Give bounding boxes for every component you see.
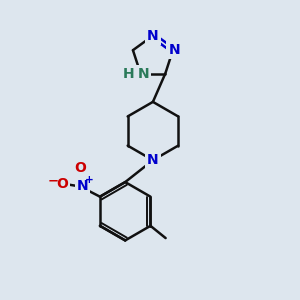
Text: H: H [122,67,134,81]
Text: −: − [48,174,59,187]
Text: +: + [85,175,94,185]
Text: O: O [74,161,86,176]
Text: N: N [76,179,88,194]
Text: O: O [56,176,68,190]
Text: N: N [138,67,149,81]
Text: N: N [147,153,159,167]
Text: N: N [147,29,159,43]
Text: N: N [169,43,180,57]
